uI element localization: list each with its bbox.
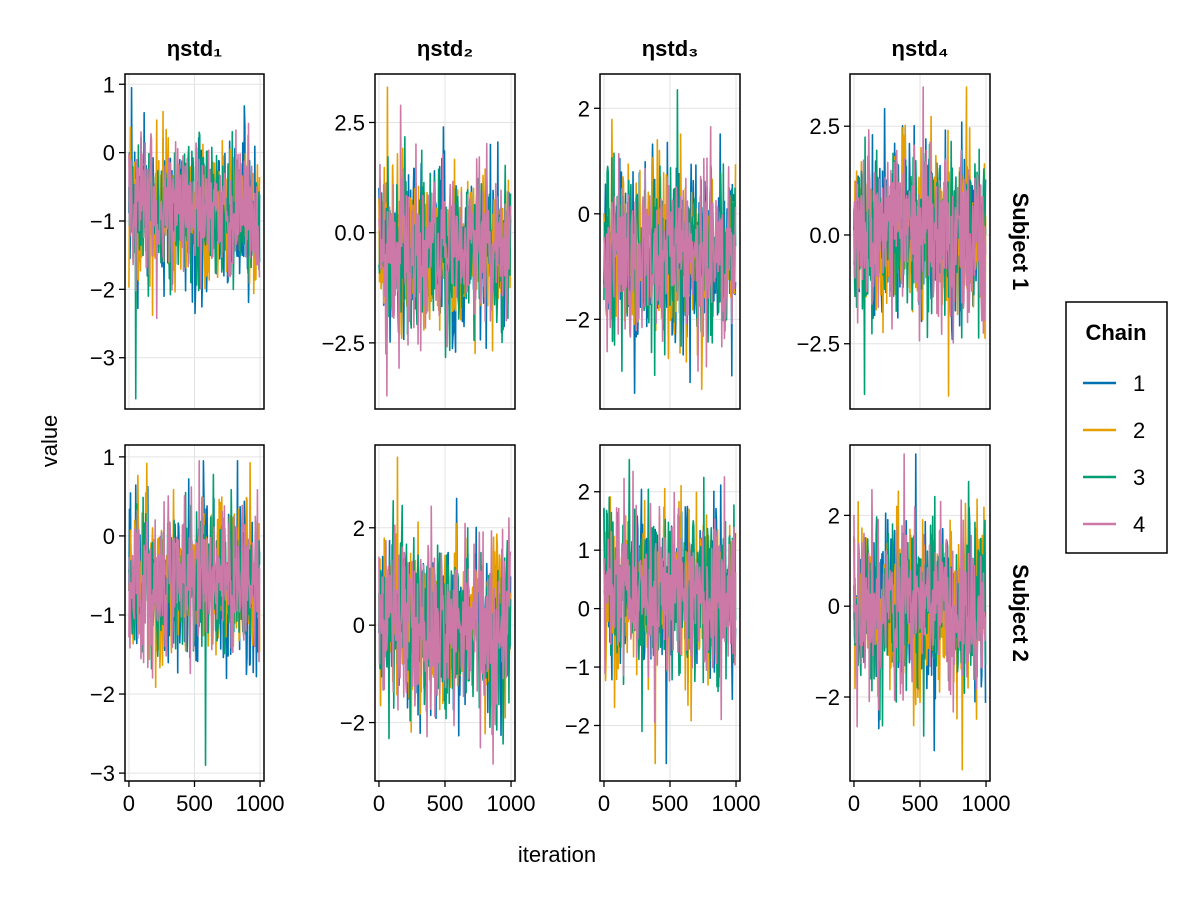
x-tick-label: 1000 xyxy=(236,791,285,816)
legend-item-chain-2: 2 xyxy=(1083,418,1145,443)
legend-label: 3 xyxy=(1133,465,1145,490)
panel-r1-c1: 1 0 −1 −2 −3 xyxy=(90,72,265,410)
y-tick-label: −2 xyxy=(90,277,115,302)
panel-r2-c1: 1 0 −1 −2 −3 0 500 1000 xyxy=(90,444,285,816)
row-title-1: Subject 1 xyxy=(1008,193,1033,291)
y-tick-label: 0.0 xyxy=(334,221,365,246)
trace-line-chain-4 xyxy=(853,453,987,728)
panel-r1-c3: 2 0 −2 xyxy=(565,73,741,410)
y-tick-label: −2.5 xyxy=(322,331,365,356)
panel-r2-c3: 2 1 0 −1 −2 0 500 1000 xyxy=(565,444,761,816)
y-tick-label: −1 xyxy=(565,655,590,680)
y-tick-label: 2.5 xyxy=(809,114,840,139)
y-tick-label: −3 xyxy=(90,761,115,786)
x-tick-label: 0 xyxy=(598,791,610,816)
y-tick-label: −2 xyxy=(565,307,590,332)
y-tick-label: −1 xyxy=(90,209,115,234)
y-tick-label: −2 xyxy=(565,713,590,738)
y-tick-label: −2.5 xyxy=(797,332,840,357)
y-tick-label: 2 xyxy=(828,503,840,528)
y-tick-label: −3 xyxy=(90,346,115,371)
y-tick-label: −2 xyxy=(340,711,365,736)
x-tick-label: 0 xyxy=(373,791,385,816)
y-tick-label: 0 xyxy=(828,594,840,619)
trace-line-chain-4 xyxy=(128,122,261,320)
legend-label: 4 xyxy=(1133,512,1145,537)
legend-item-chain-3: 3 xyxy=(1083,465,1145,490)
y-tick-label: 0 xyxy=(103,141,115,166)
y-tick-label: −2 xyxy=(90,682,115,707)
x-tick-label: 1000 xyxy=(962,791,1011,816)
column-title-1: ηstd₁ xyxy=(167,36,223,61)
x-tick-label: 500 xyxy=(176,791,213,816)
column-title-3: ηstd₃ xyxy=(642,36,699,61)
trace-line-chain-4 xyxy=(378,505,512,765)
x-tick-label: 1000 xyxy=(712,791,761,816)
legend-title: Chain xyxy=(1085,320,1146,345)
panel-frame xyxy=(124,73,265,410)
y-tick-label: 2 xyxy=(353,516,365,541)
trace-line-chain-4 xyxy=(603,125,737,372)
panel-frame xyxy=(599,73,741,410)
trace-line-chain-4 xyxy=(853,86,987,344)
panel-r1-c4: 2.5 0.0 −2.5 xyxy=(797,73,991,410)
x-tick-label: 500 xyxy=(427,791,464,816)
panel-frame xyxy=(374,73,516,410)
x-tick-label: 1000 xyxy=(487,791,536,816)
legend-label: 2 xyxy=(1133,418,1145,443)
x-tick-label: 500 xyxy=(652,791,689,816)
y-tick-label: 2 xyxy=(578,480,590,505)
y-tick-label: −2 xyxy=(815,685,840,710)
panel-frame xyxy=(849,73,991,410)
legend: Chain 1 2 3 4 xyxy=(1065,301,1168,554)
legend-label: 1 xyxy=(1133,371,1145,396)
y-tick-label: 1 xyxy=(578,538,590,563)
trace-line-chain-4 xyxy=(128,460,261,679)
row-title-2: Subject 2 xyxy=(1008,564,1033,662)
y-tick-label: 0 xyxy=(353,613,365,638)
x-axis-label: iteration xyxy=(518,842,596,867)
x-tick-label: 0 xyxy=(123,791,135,816)
panel-r2-c4: 2 0 −2 0 500 1000 xyxy=(815,444,1011,816)
column-title-2: ηstd₂ xyxy=(417,36,473,61)
column-title-4: ηstd₄ xyxy=(892,36,949,61)
y-axis-label: value xyxy=(37,415,62,468)
panel-r2-c2: 2 0 −2 0 500 1000 xyxy=(340,444,536,816)
x-tick-label: 500 xyxy=(902,791,939,816)
legend-box xyxy=(1065,301,1168,554)
y-tick-label: 1 xyxy=(103,445,115,470)
panel-r1-c2: 2.5 0.0 −2.5 xyxy=(322,73,516,410)
legend-items: 1 2 3 4 xyxy=(1083,371,1145,537)
y-tick-label: 2 xyxy=(578,96,590,121)
y-tick-label: 0 xyxy=(578,597,590,622)
y-tick-label: −1 xyxy=(90,603,115,628)
trace-line-chain-4 xyxy=(378,104,512,397)
legend-item-chain-4: 4 xyxy=(1083,512,1145,537)
y-tick-label: 0.0 xyxy=(809,223,840,248)
legend-item-chain-1: 1 xyxy=(1083,371,1145,396)
x-tick-label: 0 xyxy=(848,791,860,816)
trace-line-chain-4 xyxy=(603,470,737,723)
y-tick-label: 0 xyxy=(103,524,115,549)
y-tick-label: 2.5 xyxy=(334,110,365,135)
y-tick-label: 1 xyxy=(103,72,115,97)
y-tick-label: 0 xyxy=(578,202,590,227)
